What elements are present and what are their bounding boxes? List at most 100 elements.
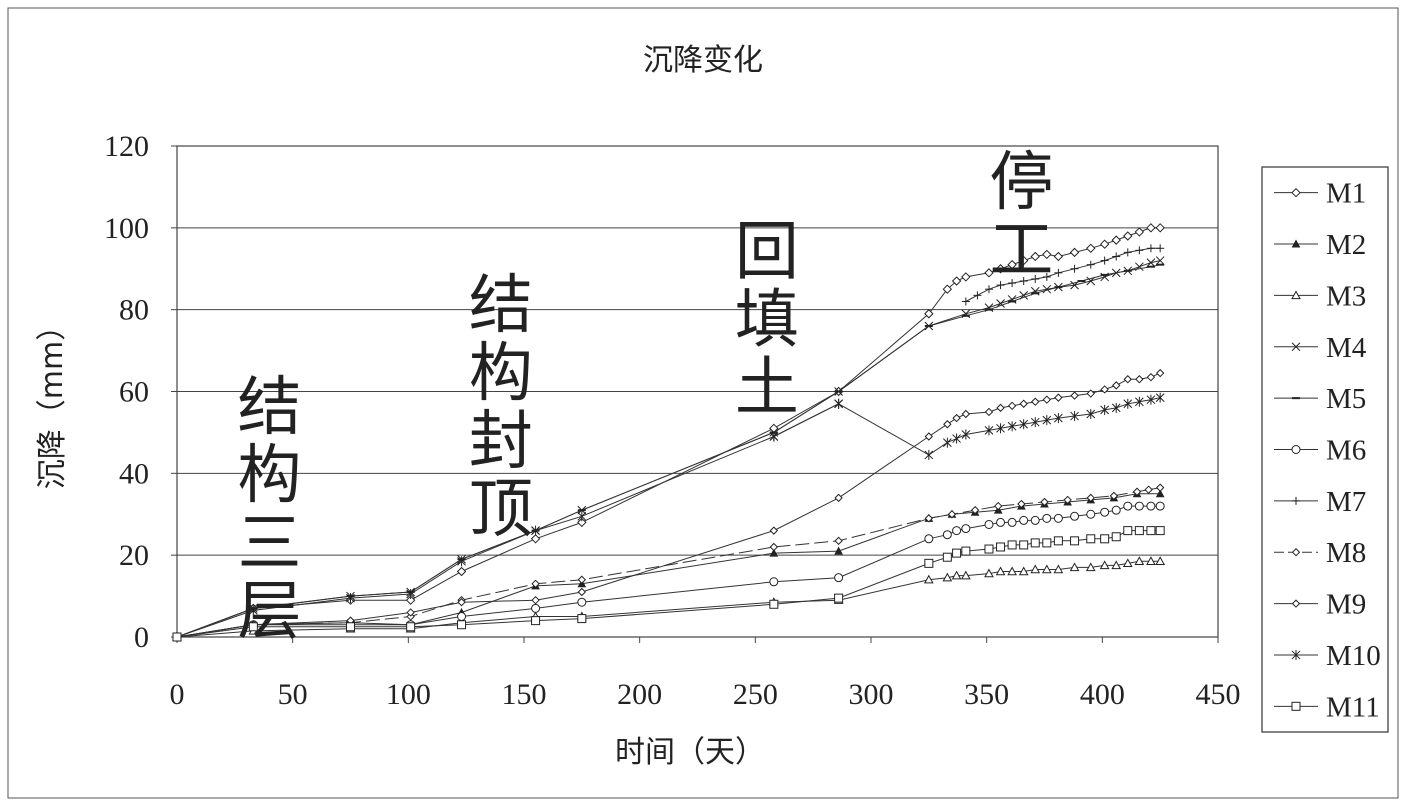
- data-point-m11: [952, 548, 962, 558]
- data-point-m3: [984, 568, 994, 578]
- data-point-m3: [960, 570, 971, 580]
- data-point-m6: [942, 530, 952, 540]
- data-point-m8: [1144, 485, 1153, 494]
- data-point-m7: [1042, 272, 1051, 281]
- data-point-m11: [996, 542, 1006, 552]
- data-point-m11: [248, 622, 258, 632]
- data-point-m11: [942, 552, 952, 562]
- annotation-char: 停: [989, 146, 1053, 220]
- data-point-m9: [1123, 375, 1132, 384]
- data-point-m9: [1042, 395, 1052, 404]
- data-point-m6: [834, 573, 844, 583]
- data-point-m3: [995, 566, 1006, 576]
- data-point-m8: [994, 501, 1003, 511]
- data-point-m11: [1134, 526, 1144, 536]
- data-point-m10: [577, 511, 587, 522]
- data-point-m6: [1070, 511, 1080, 521]
- data-point-m4: [1042, 284, 1052, 294]
- data-point-m8: [1063, 495, 1072, 505]
- data-point-m10: [1086, 409, 1096, 420]
- data-point-m8: [1132, 487, 1142, 496]
- data-point-m11: [457, 620, 467, 630]
- data-point-m6: [1123, 501, 1133, 511]
- data-point-m7: [961, 297, 970, 306]
- data-point-m7: [1054, 268, 1063, 277]
- data-point-m9: [952, 413, 961, 423]
- data-point-m6: [1155, 501, 1165, 511]
- annotation-char: 封: [469, 405, 533, 479]
- annotation-char: 结: [469, 269, 533, 343]
- data-point-m8: [1155, 483, 1165, 492]
- data-point-m6: [1007, 517, 1017, 527]
- legend-label: M11: [1326, 691, 1380, 723]
- legend-item-m9: M9: [1274, 589, 1366, 621]
- series-m6: [172, 501, 1165, 642]
- data-point-m11: [834, 593, 844, 603]
- data-point-m1: [984, 268, 994, 278]
- annotation-char: 三: [238, 507, 302, 581]
- data-point-m6: [531, 603, 541, 613]
- y-tick-label: 0: [134, 621, 149, 654]
- annotation-char: 结: [238, 371, 302, 445]
- series-line-m3: [176, 560, 1161, 638]
- data-point-m9: [1135, 375, 1144, 384]
- data-point-m3: [1146, 556, 1156, 566]
- x-tick-label: 250: [733, 678, 778, 711]
- data-point-m11: [1030, 538, 1040, 548]
- data-point-m7: [984, 285, 993, 294]
- data-point-m6: [1111, 505, 1121, 515]
- data-point-m8: [947, 510, 957, 519]
- data-point-m10: [924, 449, 934, 460]
- legend-label: M6: [1326, 435, 1366, 467]
- data-point-m2: [769, 548, 779, 557]
- data-point-m10: [952, 433, 961, 444]
- data-point-m3: [1007, 566, 1017, 576]
- x-tick-label: 450: [1196, 678, 1241, 711]
- data-point-m9: [769, 526, 779, 535]
- data-point-m9: [1112, 381, 1121, 390]
- data-point-m6: [577, 597, 587, 607]
- legend-marker: [1292, 496, 1300, 505]
- data-point-m1: [1030, 251, 1040, 262]
- x-tick-label: 350: [964, 678, 1009, 711]
- data-point-m7: [996, 281, 1005, 290]
- data-point-m7: [1146, 244, 1155, 253]
- grid: [177, 227, 1218, 556]
- data-point-m7: [1123, 248, 1132, 257]
- data-point-m1: [951, 276, 962, 286]
- data-point-m4: [1146, 258, 1156, 267]
- data-point-m8: [1086, 493, 1095, 503]
- series-line-m9: [176, 372, 1161, 638]
- data-point-m3: [1134, 556, 1145, 566]
- data-point-m1: [1155, 223, 1165, 233]
- data-point-m7: [1086, 260, 1095, 269]
- legend: M1 M2 M3 M4 M5 M6 M7 M8 M9 M10 M11: [1261, 166, 1389, 733]
- data-point-m4: [1155, 256, 1165, 265]
- data-point-m9: [1031, 397, 1040, 406]
- legend-label: M2: [1326, 229, 1366, 261]
- data-point-m6: [1100, 507, 1110, 517]
- chart-title: 沉降变化: [643, 43, 763, 78]
- legend-item-m3: M3: [1274, 280, 1366, 312]
- data-point-m10: [346, 593, 355, 604]
- legend-label: M1: [1326, 178, 1366, 210]
- data-point-m8: [769, 542, 779, 552]
- data-point-m6: [952, 526, 962, 536]
- data-point-m11: [1100, 534, 1110, 544]
- data-point-m9: [924, 432, 934, 441]
- data-point-m9: [1086, 389, 1095, 398]
- series-m5: [173, 263, 1165, 638]
- annotation-char: 顶: [469, 473, 533, 547]
- x-tick-label: 150: [502, 678, 547, 711]
- data-point-m10: [834, 398, 843, 409]
- x-axis-label: 时间（天）: [615, 735, 765, 770]
- annotation: 停工: [989, 146, 1053, 288]
- data-point-m9: [1155, 368, 1165, 378]
- data-point-m10: [1111, 402, 1121, 413]
- data-point-m6: [457, 612, 467, 622]
- legend-marker: [1291, 701, 1301, 711]
- series-m10: [172, 392, 1165, 642]
- x-tick-label: 100: [386, 678, 431, 711]
